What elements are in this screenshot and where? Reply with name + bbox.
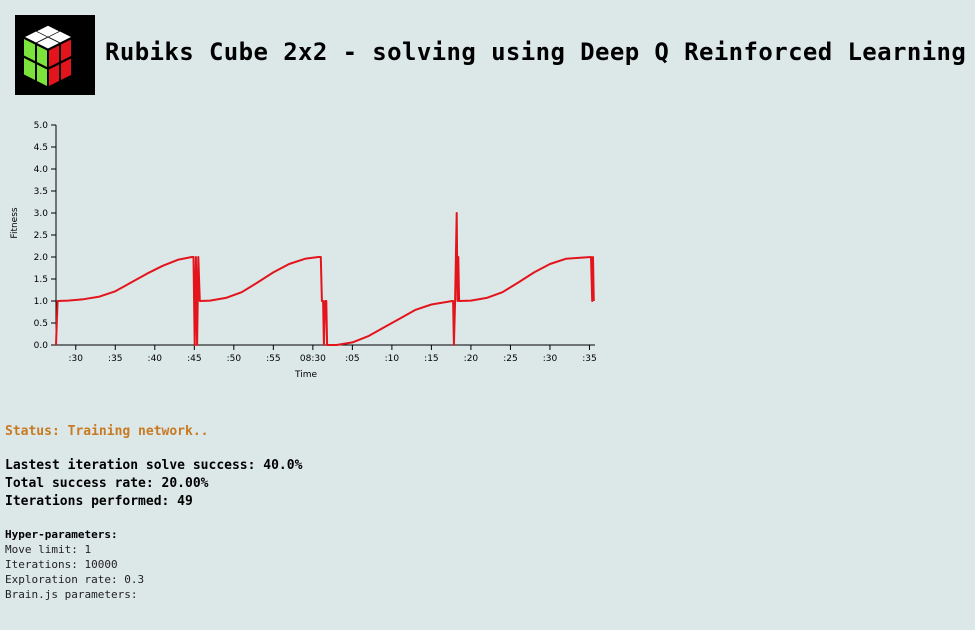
fitness-chart: 0.0 0.5 1.0 1.5 2.0 2.5 3.0 3.5 4.0 4.5 5.0 :30 :35… [10,121,597,380]
y-tick-label: 3.5 [34,187,48,197]
x-tick-label: :55 [266,354,280,364]
hyper-iterations: Iterations: 10000 [5,558,118,571]
x-tick-label: :50 [227,354,242,364]
x-tick-label: :40 [148,354,163,364]
y-tick-label: 0.5 [34,319,48,329]
x-tick-label: :30 [543,354,558,364]
page-title: Rubiks Cube 2x2 - solving using Deep Q R… [105,38,967,66]
y-tick-label: 1.5 [34,275,48,285]
iterations-performed: Iterations performed: 49 [5,494,193,509]
x-tick-label: :35 [582,354,596,364]
y-tick-label: 4.5 [34,143,48,153]
y-tick-label: 0.0 [34,341,49,351]
total-success: Total success rate: 20.00% [5,476,209,491]
rubiks-cube-logo [15,15,95,95]
x-axis: :30 :35 :40 :45 :50 :55 08:30 :05 :10 :15 :20 :25 :3… [56,344,597,364]
x-tick-label: :35 [108,354,122,364]
status-text: Status: Training network.. [5,424,209,439]
x-tick-label: :15 [424,354,438,364]
y-tick-label: 3.0 [34,209,49,219]
hyper-parameters: Hyper-parameters: Move limit: 1 Iteratio… [5,527,144,602]
x-axis-label: Time [294,370,317,380]
x-tick-label: :05 [345,354,359,364]
hyper-brain: Brain.js parameters: [5,588,138,601]
y-axis: 0.0 0.5 1.0 1.5 2.0 2.5 3.0 3.5 4.0 4.5 5.0 [34,121,57,351]
y-tick-label: 4.0 [34,165,49,175]
y-tick-label: 2.0 [34,253,49,263]
y-tick-label: 1.0 [34,297,49,307]
x-tick-label: :10 [385,354,400,364]
hyper-move-limit: Move limit: 1 [5,543,92,556]
x-tick-label: :25 [503,354,517,364]
x-tick-label: 08:30 [300,354,326,364]
y-tick-label: 2.5 [34,231,48,241]
stats-panel: Lastest iteration solve success: 40.0% T… [5,457,302,511]
hyper-title: Hyper-parameters: [5,528,118,541]
hyper-exploration: Exploration rate: 0.3 [5,573,145,586]
x-tick-label: :20 [464,354,479,364]
y-tick-label: 5.0 [34,121,49,131]
x-tick-label: :45 [187,354,201,364]
y-axis-label: Fitness [10,207,20,238]
x-tick-label: :30 [69,354,84,364]
series-line [55,212,595,346]
latest-success: Lastest iteration solve success: 40.0% [5,458,303,473]
rubiks-cube-icon [15,15,95,95]
